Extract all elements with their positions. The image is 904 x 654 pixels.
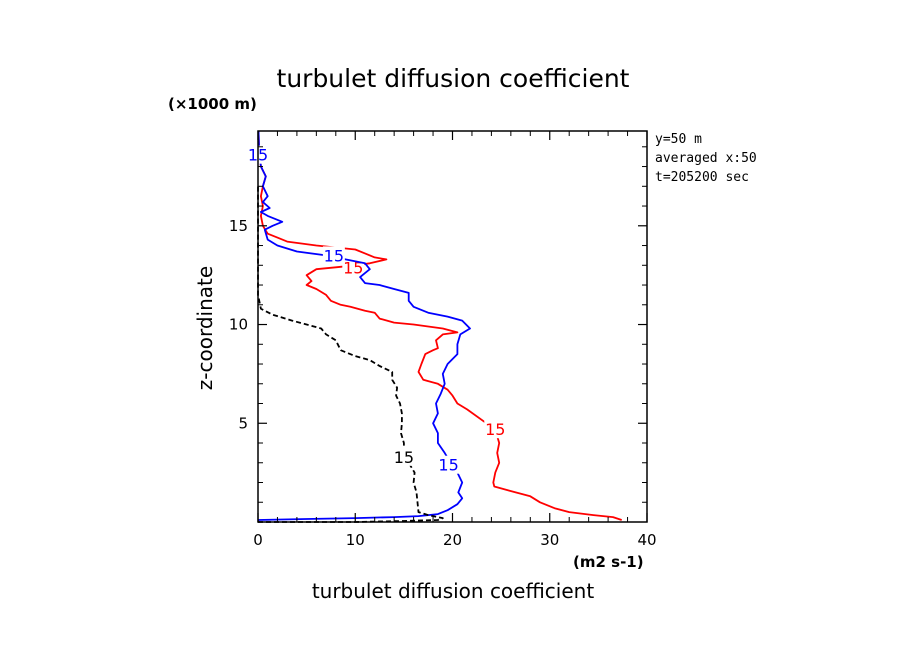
y-tick-label-5: 5	[238, 414, 248, 432]
x-axis-unit: (m2 s-1)	[573, 553, 644, 571]
info-line-3: t=205200 sec	[655, 170, 749, 185]
series-line-3	[257, 186, 444, 523]
contour-label-bg-2-2	[437, 455, 460, 474]
y-tick-label-10: 10	[229, 316, 248, 334]
series-line-1	[257, 130, 622, 521]
chart-title: turbulet diffusion coefficient	[277, 64, 630, 93]
x-tick-label-40: 40	[637, 531, 656, 549]
contour-label-1-1: 15	[343, 258, 363, 277]
x-axis-label: turbulet diffusion coefficient	[312, 579, 595, 603]
contour-label-1-2: 15	[485, 420, 505, 439]
plot-frame	[257, 130, 648, 523]
contour-label-bg-3-1	[392, 447, 415, 466]
y-axis-unit: (×1000 m)	[168, 95, 257, 113]
x-tick-label-0: 0	[253, 531, 263, 549]
contour-label-2-2: 15	[438, 456, 458, 475]
y-tick-label-15: 15	[229, 217, 248, 235]
x-tick-label-20: 20	[443, 531, 462, 549]
contour-label-bg-2-1	[322, 246, 345, 265]
contour-label-2-1: 15	[324, 246, 344, 265]
series-line-2	[257, 130, 471, 521]
y-axis-label: z-coordinate	[193, 266, 217, 390]
info-line-1: y=50 m	[655, 132, 702, 147]
x-tick-label-30: 30	[540, 531, 559, 549]
info-clip-mask	[777, 130, 817, 190]
contour-label-bg-1-2	[484, 420, 507, 439]
ticks-layer: 0 10 20 30 40 5 10 15	[229, 131, 657, 549]
x-tick-label-10: 10	[346, 531, 365, 549]
contour-label-3-1: 15	[394, 448, 414, 467]
info-line-2: averaged x:50	[655, 151, 757, 166]
